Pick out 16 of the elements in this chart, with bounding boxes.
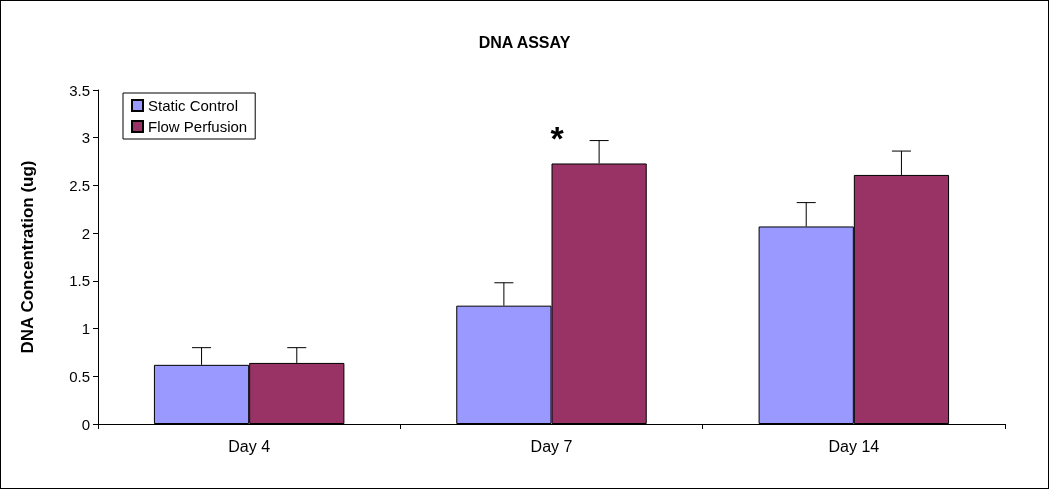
y-tick-label: 0.5 <box>69 367 90 385</box>
y-tick-label: 0 <box>81 415 90 433</box>
chart-title: DNA ASSAY <box>478 33 571 51</box>
y-axis-title: DNA Concentration (ug) <box>18 160 37 354</box>
y-tick-label: 2 <box>81 224 90 242</box>
annotation: * <box>550 119 565 157</box>
y-tick-label: 1.5 <box>69 272 90 290</box>
y-tick-label: 3 <box>81 129 90 147</box>
x-tick-label: Day 4 <box>228 437 271 455</box>
legend-label: Static Control <box>148 97 239 114</box>
x-tick-label: Day 7 <box>530 437 573 455</box>
y-tick-label: 1 <box>81 320 90 338</box>
y-tick-label: 3.5 <box>69 81 90 99</box>
legend-label: Flow Perfusion <box>148 118 248 135</box>
x-tick-label: Day 14 <box>828 437 880 455</box>
y-tick-label: 2.5 <box>69 176 90 194</box>
